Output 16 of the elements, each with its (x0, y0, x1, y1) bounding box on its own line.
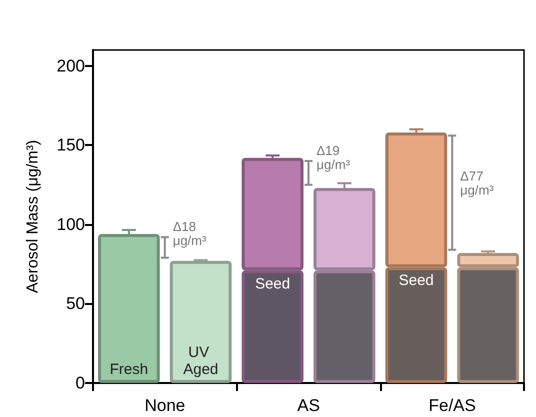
x-tick-label: Fe/AS (428, 396, 476, 415)
annotation: Δ19 μg/m³ (316, 143, 351, 172)
y-tick-label: 0 (76, 374, 85, 392)
y-tick-label: 200 (56, 56, 85, 76)
data-label: Seed (255, 275, 290, 292)
annotation: Δ77 μg/m³ (460, 168, 494, 198)
y-tick-label: 150 (56, 136, 85, 155)
annotation: Δ18 μg/m³ (172, 219, 207, 248)
x-tick-label: AS (297, 396, 320, 415)
data-label: Fresh (110, 361, 148, 378)
data-label: UV Aged (183, 344, 218, 378)
data-label: Seed (398, 272, 434, 290)
y-axis-title: Aerosol Mass (μg/m³) (24, 140, 42, 294)
x-tick-label: None (144, 396, 186, 415)
y-tick-label: 100 (56, 214, 85, 234)
y-tick-label: 50 (66, 294, 85, 314)
